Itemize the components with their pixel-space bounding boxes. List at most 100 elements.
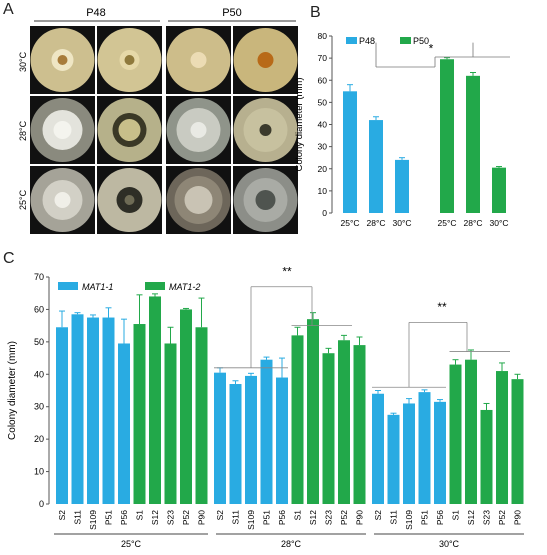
legend-label-mat1-1: MAT1-1: [82, 282, 113, 292]
x-tick-label: S2: [215, 510, 225, 521]
x-tick-label: 25°C: [341, 218, 360, 228]
y-tick-label: 40: [34, 369, 44, 379]
chart-b: Colony diameter (mm) 0 10 20 30 40 50 60 70 80 P48…: [294, 31, 510, 228]
bar: [229, 384, 242, 504]
x-tick-label: 28°C: [464, 218, 483, 228]
panel-c-label: C: [3, 250, 15, 267]
x-tick-label: S109: [246, 510, 256, 530]
x-tick-label: 28°C: [367, 218, 386, 228]
y-tick-label: 60: [318, 75, 328, 85]
x-tick-label: S12: [466, 510, 476, 525]
x-tick-label: S23: [166, 510, 176, 525]
bar: [133, 324, 146, 504]
y-tick-label: 20: [318, 164, 328, 174]
y-tick-label: 40: [318, 120, 328, 130]
bar: [403, 403, 415, 504]
x-tick-label: S2: [373, 510, 383, 521]
legend-label-mat1-2: MAT1-2: [169, 282, 200, 292]
significance-marker: **: [437, 300, 447, 314]
x-tick-label: P56: [435, 510, 445, 525]
y-tick-label: 0: [39, 499, 44, 509]
bar: [71, 314, 84, 504]
x-tick-label: S109: [404, 510, 414, 530]
legend-swatch-mat1-2: [145, 282, 165, 290]
legend-label-p50: P50: [413, 36, 429, 46]
bar: [260, 359, 273, 504]
photo-p48-28c-a: [30, 96, 95, 164]
x-tick-label: P90: [513, 510, 523, 525]
photo-p48-30c-a: [30, 26, 95, 94]
bar: [276, 377, 288, 504]
x-tick-label: S12: [308, 510, 318, 525]
bar: [449, 364, 462, 504]
photo-p48-25c-b: [97, 166, 162, 234]
bar: [440, 59, 454, 214]
significance-marker: *: [429, 42, 434, 56]
row-28c-label: 28°C: [18, 120, 28, 141]
bar: [353, 345, 366, 504]
bar: [118, 343, 130, 504]
photo-p50-25c-a: [166, 166, 231, 234]
photo-p50-28c-a: [166, 96, 231, 164]
x-tick-label: S11: [389, 510, 399, 525]
x-tick-label: P52: [339, 510, 349, 525]
x-tick-label: S1: [293, 510, 303, 521]
photo-p48-25c-a: [30, 166, 95, 234]
x-tick-label: P52: [181, 510, 191, 525]
bar: [291, 335, 304, 504]
x-tick-label: S2: [57, 510, 67, 521]
chart-c: Colony diameter (mm) 0 10 20 30 40 50 60 70 MAT1-…: [7, 264, 524, 549]
x-tick-label: S11: [73, 510, 83, 525]
x-tick-label: P56: [277, 510, 287, 525]
legend-swatch-mat1-1: [58, 282, 78, 290]
bar: [511, 379, 524, 504]
bar: [56, 327, 68, 504]
x-tick-label: P90: [197, 510, 207, 525]
row-30c-label: 30°C: [18, 51, 28, 72]
bar: [496, 371, 508, 504]
y-tick-label: 30: [34, 402, 44, 412]
x-tick-label: 25°C: [438, 218, 457, 228]
panel-b: B Colony diameter (mm) 0 10 20 30 40 50 60 70 80 P…: [290, 0, 547, 245]
colony-photo-grid: P48 P50 30°C 28°C 25°C: [18, 7, 298, 234]
bar: [465, 359, 477, 504]
y-tick-label: 10: [34, 467, 44, 477]
x-tick-label: P51: [104, 510, 114, 525]
legend-swatch-p50: [400, 37, 411, 44]
bar: [387, 414, 400, 504]
photo-p48-28c-b: [97, 96, 162, 164]
bar: [343, 91, 357, 213]
y-tick-label: 80: [318, 31, 328, 41]
significance-marker: **: [282, 264, 292, 278]
bar: [164, 343, 177, 504]
bar: [480, 409, 493, 504]
photo-p50-28c-b: [233, 96, 298, 164]
bar: [369, 120, 383, 213]
y-tick-label: 20: [34, 434, 44, 444]
group-p50-label: P50: [222, 7, 242, 19]
bar: [322, 353, 335, 504]
x-tick-label: P51: [262, 510, 272, 525]
group-label: 30°C: [439, 539, 460, 549]
bar: [466, 75, 480, 213]
panel-c: C Colony diameter (mm) 0 10 20 30 40 50 60 70 MAT…: [0, 250, 547, 550]
bar: [87, 317, 99, 504]
y-tick-label: 50: [318, 97, 328, 107]
bar: [372, 393, 384, 504]
bar: [214, 372, 226, 504]
x-tick-label: S12: [150, 510, 160, 525]
x-tick-label: S1: [135, 510, 145, 521]
bar: [418, 392, 431, 504]
bar: [338, 340, 350, 504]
panel-a: A P48 P50 30°C 28°C 25°C: [0, 0, 300, 245]
x-tick-label: S23: [482, 510, 492, 525]
bar: [195, 327, 208, 504]
legend-swatch-p48: [346, 37, 357, 44]
x-tick-label: P52: [497, 510, 507, 525]
row-25c-label: 25°C: [18, 189, 28, 210]
y-tick-label: 10: [318, 186, 328, 196]
x-tick-label: 30°C: [393, 218, 412, 228]
photo-p50-25c-b: [233, 166, 298, 234]
photo-p50-30c-a: [166, 26, 231, 94]
photo-p48-30c-b: [97, 26, 162, 94]
